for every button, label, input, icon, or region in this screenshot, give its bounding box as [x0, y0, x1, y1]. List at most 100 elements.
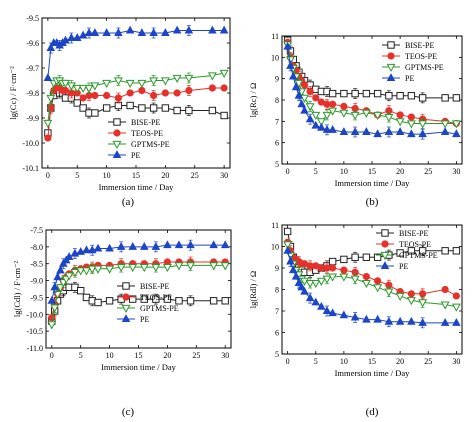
data-point — [220, 84, 228, 92]
y-tick-label: 7 — [275, 117, 279, 126]
data-point — [418, 94, 427, 102]
data-point — [329, 100, 337, 108]
data-point — [114, 94, 122, 102]
data-point — [305, 293, 315, 302]
data-point — [102, 104, 111, 112]
series-line — [51, 264, 226, 325]
data-point — [440, 127, 450, 136]
data-point — [116, 242, 126, 250]
legend-entry: TEOS-PE — [399, 240, 431, 249]
data-point — [82, 245, 91, 254]
x-tick-label: 15 — [368, 357, 376, 366]
y-tick-label: -9.5 — [26, 14, 39, 23]
data-point — [84, 28, 94, 36]
data-point — [137, 79, 147, 89]
chart-panel: 0 5 10 15 20 25 30 -10.1 -10.0 -9.9 -9.8 -9.7 -9.6 -9… — [8, 14, 231, 208]
data-point — [328, 257, 337, 266]
data-point — [161, 104, 170, 112]
data-point — [395, 127, 405, 136]
data-point — [161, 89, 169, 97]
data-point — [172, 74, 182, 84]
data-point — [286, 61, 295, 69]
x-axis-label: Immersion time / Day — [99, 182, 175, 192]
data-point — [384, 127, 394, 136]
data-point — [161, 28, 170, 36]
y-axis-label: lg(Cdl) / F·cm⁻² — [12, 260, 22, 317]
data-point — [362, 314, 371, 323]
data-point — [105, 265, 115, 274]
y-tick-label: 11 — [271, 32, 279, 41]
x-tick-label: 10 — [103, 171, 111, 180]
chart-panel: 0 5 10 15 20 25 30 -11.0 -10.5 -10.0 -9.5 -9.0 -8.5 -… — [12, 226, 232, 418]
legend-entry: TEOS-PE — [140, 293, 172, 302]
legend-entry: BISE-PE — [131, 118, 160, 127]
data-point — [407, 113, 415, 121]
x-tick-label: 5 — [314, 167, 318, 176]
data-point — [76, 286, 85, 295]
data-point — [328, 107, 338, 116]
data-point — [61, 86, 70, 95]
data-point — [440, 301, 450, 310]
panel-label: (b) — [366, 196, 379, 208]
legend-entry: GPTMS-PE — [140, 304, 179, 313]
data-point — [126, 89, 134, 97]
data-point — [91, 91, 99, 100]
data-point — [311, 297, 321, 306]
data-point — [48, 314, 56, 322]
data-point — [407, 129, 416, 138]
y-tick-label: 10 — [271, 53, 279, 62]
data-point — [87, 265, 97, 274]
x-tick-label: 0 — [46, 171, 50, 180]
x-tick-label: 0 — [286, 357, 290, 366]
legend: BISE-PE TEOS-PE GPTMS-PE PE — [376, 229, 438, 271]
data-point — [322, 306, 332, 315]
legend-entry: BISE-PE — [140, 282, 169, 291]
y-tick-label: -7.5 — [30, 226, 43, 235]
legend-entry: BISE-PE — [405, 41, 434, 50]
data-point — [283, 41, 292, 50]
data-point — [350, 275, 360, 284]
data-point — [322, 125, 332, 133]
data-point — [184, 74, 194, 84]
data-point — [329, 264, 337, 272]
data-point — [128, 242, 137, 250]
x-axis-label: Immersion time / Day — [335, 178, 411, 188]
data-point — [76, 267, 86, 276]
data-point — [451, 120, 461, 129]
data-point — [174, 262, 184, 271]
data-point — [53, 272, 62, 281]
data-point — [186, 262, 195, 271]
y-tick-label: 9 — [275, 75, 279, 84]
data-point — [452, 129, 461, 138]
data-point — [291, 82, 301, 91]
y-tick-label: -9.7 — [26, 64, 39, 73]
data-point — [78, 84, 88, 94]
legend-entry: BISE-PE — [399, 229, 428, 238]
y-tick-label: 6 — [275, 139, 279, 148]
data-point — [138, 86, 146, 95]
data-point — [288, 265, 298, 274]
y-tick-label: 8 — [275, 96, 279, 105]
legend: BISE-PE TEOS-PE GPTMS-PE PE — [117, 282, 179, 324]
y-tick-label: 9 — [275, 264, 279, 273]
x-tick-label: 15 — [132, 171, 140, 180]
x-tick-label: 10 — [340, 167, 348, 176]
x-tick-label: 15 — [135, 351, 143, 360]
data-point — [47, 295, 57, 304]
legend-entry: TEOS-PE — [405, 52, 437, 61]
data-point — [129, 295, 137, 303]
data-point — [67, 33, 76, 41]
x-tick-label: 30 — [220, 171, 228, 180]
data-point — [339, 127, 349, 136]
data-point — [294, 278, 304, 287]
data-point — [53, 290, 63, 300]
data-point — [73, 99, 81, 107]
data-point — [300, 105, 309, 114]
data-point — [125, 79, 135, 89]
data-point — [300, 286, 309, 295]
series-pe — [43, 25, 229, 81]
data-point — [283, 227, 292, 236]
data-point — [440, 317, 450, 326]
